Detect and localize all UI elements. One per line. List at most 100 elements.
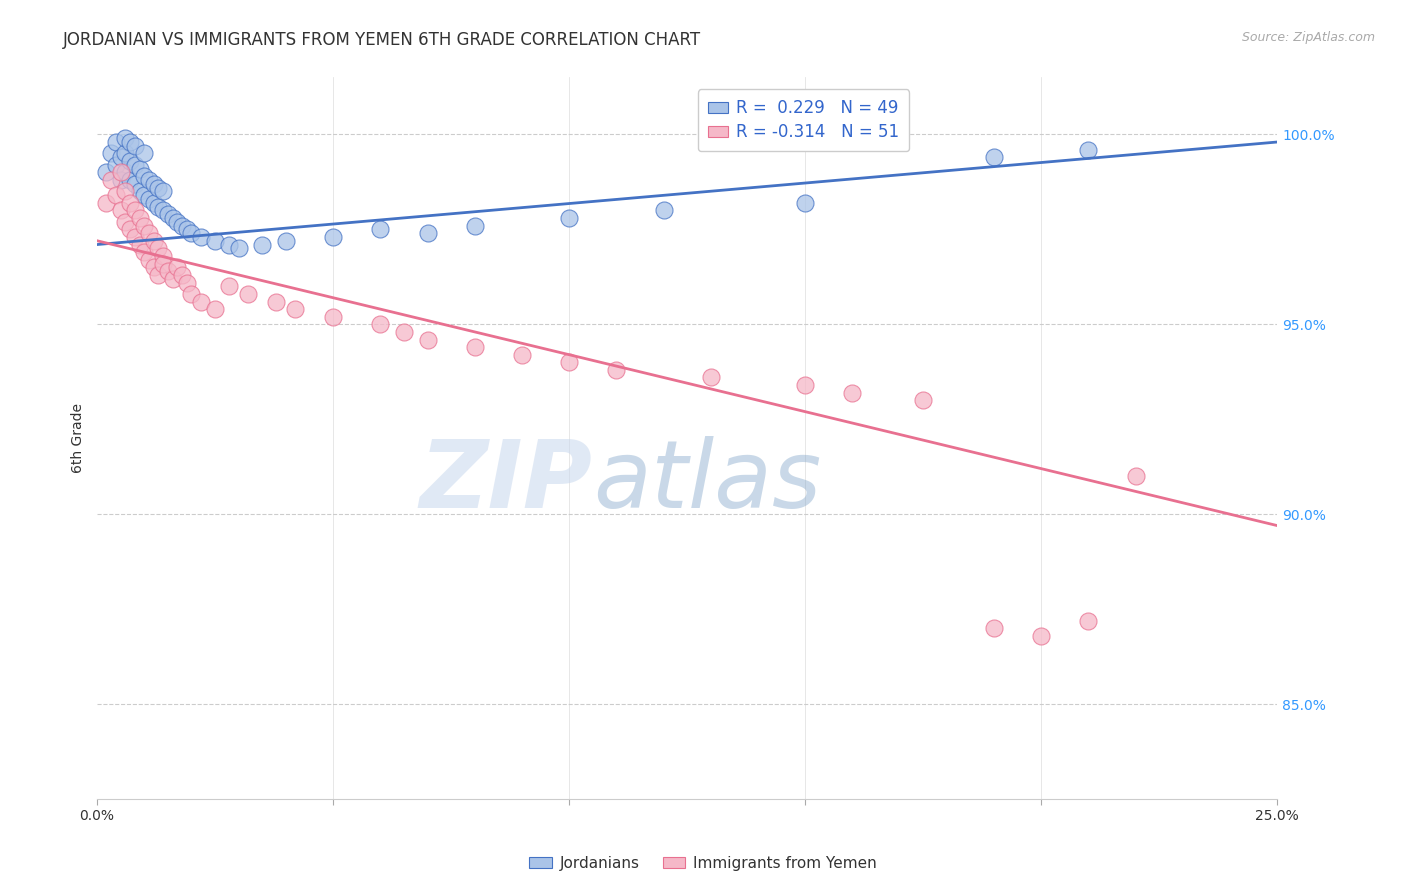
Point (322, 310, 344, 324)
Point (148, 200, 170, 214)
Point (218, 237, 240, 252)
Point (700, 370, 723, 384)
Point (152, 185, 174, 199)
Point (204, 302, 226, 317)
Point (134, 146, 156, 161)
Point (142, 177, 165, 191)
Point (392, 325, 415, 339)
Point (152, 256, 174, 270)
Point (142, 195, 165, 210)
Point (124, 203, 146, 218)
Point (142, 234, 165, 248)
Point (114, 131, 136, 145)
Point (124, 138, 146, 153)
Point (180, 226, 202, 240)
Point (134, 169, 156, 184)
Point (794, 378, 817, 392)
Text: ZIP: ZIP (420, 435, 593, 527)
Point (176, 222, 198, 236)
Point (558, 211, 581, 225)
Point (416, 333, 439, 347)
Point (152, 203, 174, 218)
Point (464, 340, 486, 354)
Point (148, 268, 170, 282)
Point (1125, 469, 1147, 483)
Point (114, 165, 136, 179)
Point (464, 219, 486, 233)
Text: JORDANIAN VS IMMIGRANTS FROM YEMEN 6TH GRADE CORRELATION CHART: JORDANIAN VS IMMIGRANTS FROM YEMEN 6TH G… (63, 31, 702, 49)
Point (1077, 614, 1099, 628)
Point (190, 230, 212, 244)
Point (983, 150, 1005, 164)
Point (110, 173, 132, 187)
Point (124, 177, 146, 191)
Point (148, 241, 170, 255)
Point (166, 260, 188, 275)
Point (841, 385, 863, 400)
Point (912, 393, 935, 408)
Point (416, 226, 439, 240)
Point (128, 185, 150, 199)
Legend: Jordanians, Immigrants from Yemen: Jordanians, Immigrants from Yemen (523, 850, 883, 877)
Point (134, 245, 156, 260)
Point (128, 237, 150, 252)
Point (166, 215, 188, 229)
Point (190, 294, 212, 309)
Point (170, 268, 193, 282)
Point (266, 294, 288, 309)
Point (983, 621, 1005, 635)
Point (156, 207, 179, 221)
Y-axis label: 6th Grade: 6th Grade (72, 403, 86, 474)
Point (124, 158, 146, 172)
Point (652, 203, 675, 218)
Point (1031, 629, 1053, 643)
Point (605, 363, 627, 377)
Point (558, 355, 581, 369)
Text: atlas: atlas (593, 436, 821, 527)
Point (368, 222, 391, 236)
Point (120, 173, 142, 187)
Point (110, 165, 132, 179)
Text: Source: ZipAtlas.com: Source: ZipAtlas.com (1241, 31, 1375, 45)
Point (114, 215, 136, 229)
Point (96, 195, 118, 210)
Point (100, 146, 122, 161)
Point (138, 192, 160, 206)
Point (120, 195, 142, 210)
Point (236, 287, 259, 301)
Point (148, 180, 170, 194)
Point (96, 165, 118, 179)
Point (104, 135, 127, 149)
Point (114, 146, 136, 161)
Point (274, 234, 297, 248)
Point (134, 219, 156, 233)
Point (794, 195, 817, 210)
Point (204, 234, 226, 248)
Point (128, 211, 150, 225)
Point (284, 302, 307, 317)
Point (180, 287, 202, 301)
Point (170, 219, 193, 233)
Point (322, 230, 344, 244)
Legend: R =  0.229   N = 49, R = -0.314   N = 51: R = 0.229 N = 49, R = -0.314 N = 51 (697, 89, 908, 152)
Point (120, 153, 142, 168)
Point (110, 203, 132, 218)
Point (510, 348, 533, 362)
Point (104, 188, 127, 202)
Point (218, 279, 240, 293)
Point (368, 318, 391, 332)
Point (120, 222, 142, 236)
Point (138, 226, 160, 240)
Point (138, 252, 160, 267)
Point (110, 150, 132, 164)
Point (1077, 143, 1099, 157)
Point (162, 211, 184, 225)
Point (228, 241, 250, 255)
Point (100, 173, 122, 187)
Point (156, 264, 179, 278)
Point (128, 161, 150, 176)
Point (114, 185, 136, 199)
Point (134, 188, 156, 202)
Point (104, 158, 127, 172)
Point (252, 237, 274, 252)
